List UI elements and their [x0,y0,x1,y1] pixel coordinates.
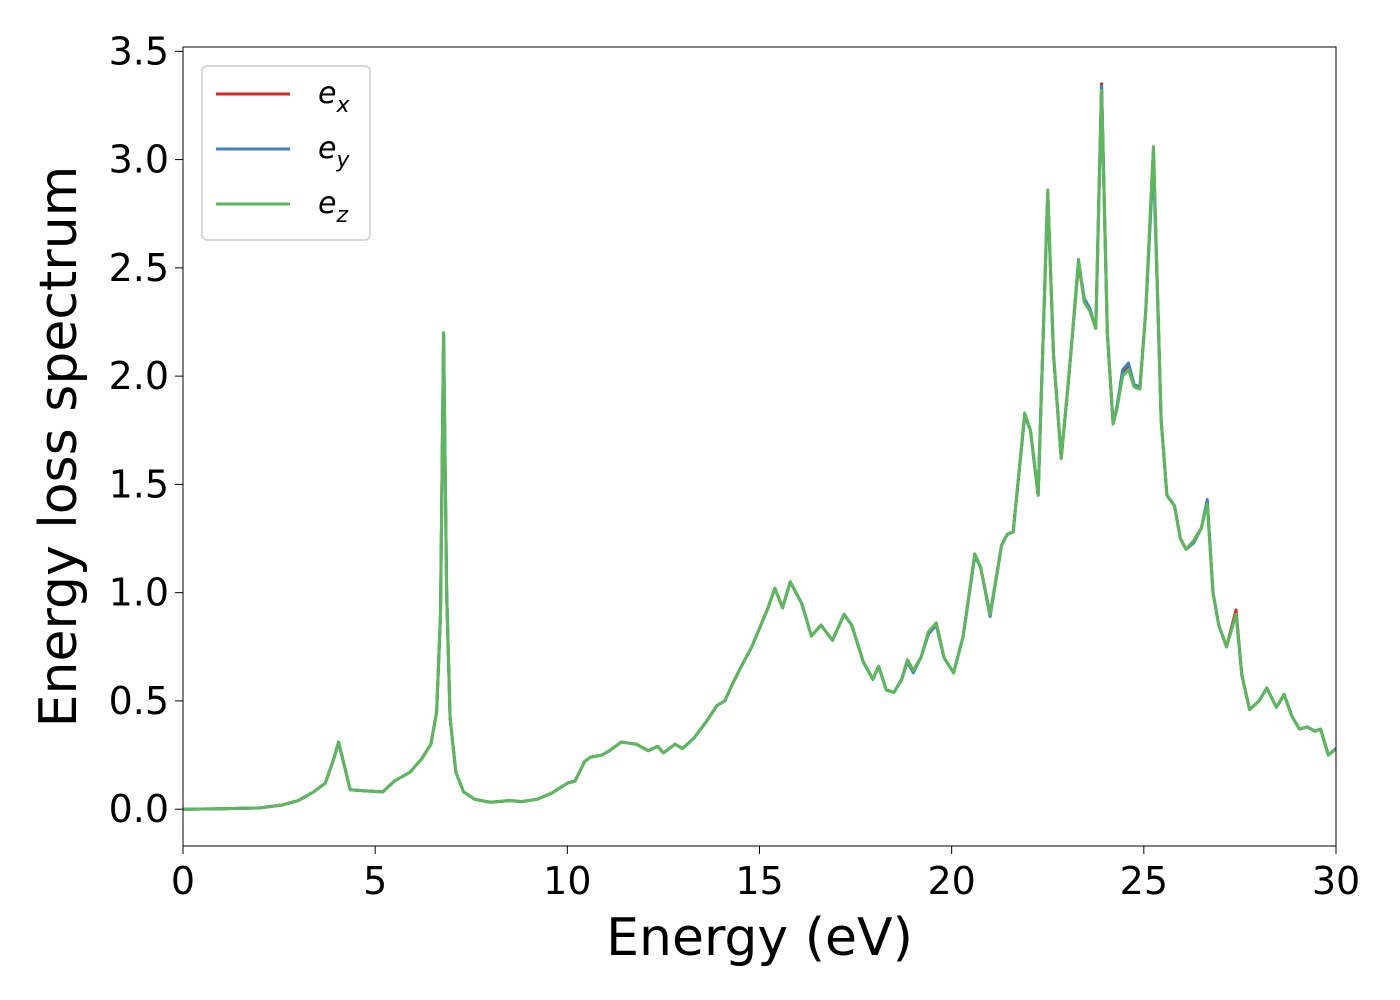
x-tick-label: 20 [927,859,975,903]
y-tick-label: 1.0 [109,571,169,615]
y-axis-label: Energy loss spectrum [29,166,89,728]
x-tick-label: 5 [363,859,387,903]
plot-area [183,82,1336,811]
x-tick-label: 25 [1120,859,1168,903]
y-tick-label: 3.0 [109,138,169,182]
y-tick-label: 3.5 [109,29,169,73]
legend-label-x: ex [318,76,350,118]
series-line-z [183,88,1336,811]
y-tick-label: 0.5 [109,679,169,723]
legend-label-y: ey [318,131,350,173]
x-axis-label: Energy (eV) [606,908,913,968]
y-tick-label: 2.5 [109,246,169,290]
y-tick-label: 0.0 [109,787,169,831]
legend-label-z: ez [318,186,348,228]
legend-box [201,65,371,241]
x-tick-label: 0 [171,859,195,903]
x-tick-label: 15 [735,859,783,903]
x-tick-label: 10 [543,859,591,903]
legend: ex ey ez [201,65,371,241]
y-tick-label: 2.0 [109,354,169,398]
y-tick-label: 1.5 [109,462,169,506]
y-axis: 0.0 0.5 1.0 1.5 2.0 2.5 3.0 3.5 [109,29,183,831]
x-tick-label: 30 [1312,859,1360,903]
x-axis: 0 5 10 15 20 25 30 [171,846,1360,903]
